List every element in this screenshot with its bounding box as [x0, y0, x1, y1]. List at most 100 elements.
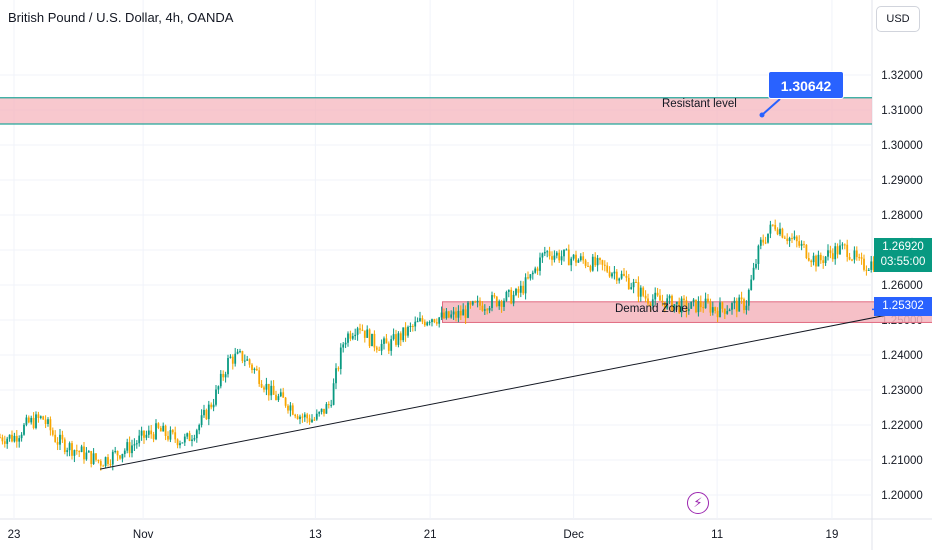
- candle-body: [527, 277, 529, 279]
- candle-body: [666, 298, 669, 309]
- candle-body: [551, 256, 553, 260]
- candle-body: [647, 298, 649, 304]
- candle-body: [30, 417, 33, 423]
- candle-body: [546, 251, 549, 253]
- candle-body: [231, 356, 234, 364]
- x-tick-label: 11: [711, 529, 723, 541]
- candle-body: [577, 260, 580, 263]
- candle-body: [251, 364, 253, 371]
- y-tick-label: 1.29000: [881, 175, 923, 187]
- candle-body: [371, 333, 373, 347]
- candle-body: [145, 434, 148, 438]
- candle-body: [407, 326, 409, 336]
- candle-body: [164, 425, 167, 436]
- candle-body: [687, 308, 690, 312]
- candle-body: [395, 334, 397, 345]
- candle-body: [0, 437, 1, 439]
- candle-body: [851, 259, 853, 261]
- candle-body: [92, 453, 95, 464]
- candle-body: [179, 443, 181, 446]
- candle-body: [272, 385, 275, 395]
- candle-body: [229, 356, 232, 359]
- candle-body: [368, 329, 371, 347]
- candle-body: [615, 271, 618, 281]
- candle-body: [11, 434, 13, 442]
- candle-body: [342, 344, 345, 348]
- candle-body: [133, 444, 136, 446]
- candle-body: [695, 299, 697, 313]
- currency-button[interactable]: USD: [876, 6, 920, 32]
- candle-body: [191, 439, 193, 441]
- candle-body: [354, 334, 357, 337]
- candle-body: [543, 251, 546, 254]
- candle-body: [195, 430, 198, 439]
- candle-body: [522, 285, 525, 294]
- candle-body: [534, 268, 537, 273]
- candle-body: [80, 446, 83, 453]
- candle-body: [673, 304, 676, 311]
- lightning-bolt-icon[interactable]: ⚡︎: [687, 492, 709, 514]
- candle-body: [363, 330, 366, 338]
- candle-body: [800, 243, 803, 246]
- candle-body: [435, 322, 438, 324]
- candle-body: [474, 301, 477, 303]
- candle-body: [637, 282, 640, 297]
- candle-body: [373, 333, 376, 348]
- candle-body: [815, 255, 817, 267]
- resistance-zone-label: Resistant level: [662, 98, 737, 110]
- candle-body: [6, 438, 9, 444]
- candle-body: [119, 455, 121, 459]
- candle-body: [582, 256, 585, 261]
- candle-body: [455, 311, 457, 318]
- candle-body: [663, 302, 666, 309]
- candle-body: [500, 301, 503, 307]
- y-tick-label: 1.24000: [881, 350, 923, 362]
- candle-body: [750, 279, 753, 290]
- candle-body: [481, 305, 484, 311]
- candle-body: [783, 237, 786, 239]
- candle-body: [781, 228, 784, 238]
- candle-body: [265, 383, 268, 390]
- candle-body: [541, 253, 544, 258]
- candle-body: [109, 464, 112, 466]
- candle-body: [747, 289, 750, 306]
- candle-body: [807, 257, 810, 261]
- price-callout[interactable]: 1.30642: [768, 71, 844, 99]
- candle-body: [805, 244, 808, 258]
- candle-body: [212, 404, 215, 408]
- candle-body: [39, 416, 42, 418]
- candle-body: [843, 244, 846, 246]
- candle-body: [503, 300, 505, 307]
- candle-body: [596, 258, 599, 266]
- candle-body: [416, 321, 419, 323]
- candle-body: [246, 359, 249, 361]
- candle-body: [483, 309, 486, 311]
- candle-body: [613, 271, 616, 274]
- candle-body: [171, 430, 174, 433]
- candle-body: [366, 329, 369, 338]
- candle-body: [174, 432, 177, 440]
- candle-body: [335, 368, 337, 384]
- candle-body: [121, 453, 124, 459]
- candle-body: [18, 438, 21, 442]
- candle-body: [279, 392, 282, 397]
- candle-body: [123, 450, 126, 454]
- candle-body: [282, 392, 285, 398]
- candle-body: [675, 301, 678, 305]
- candle-body: [224, 374, 227, 378]
- candle-body: [709, 302, 712, 313]
- candle-body: [719, 302, 721, 318]
- candle-body: [563, 249, 565, 257]
- candle-body: [685, 300, 688, 312]
- candle-body: [505, 292, 508, 301]
- candle-body: [606, 265, 609, 272]
- candle-body: [347, 333, 349, 343]
- candle-body: [440, 312, 443, 318]
- candle-body: [690, 301, 693, 309]
- x-tick-label: 21: [424, 529, 437, 541]
- candle-body: [399, 333, 402, 341]
- candle-body: [150, 430, 153, 435]
- y-tick-label: 1.30000: [881, 140, 923, 152]
